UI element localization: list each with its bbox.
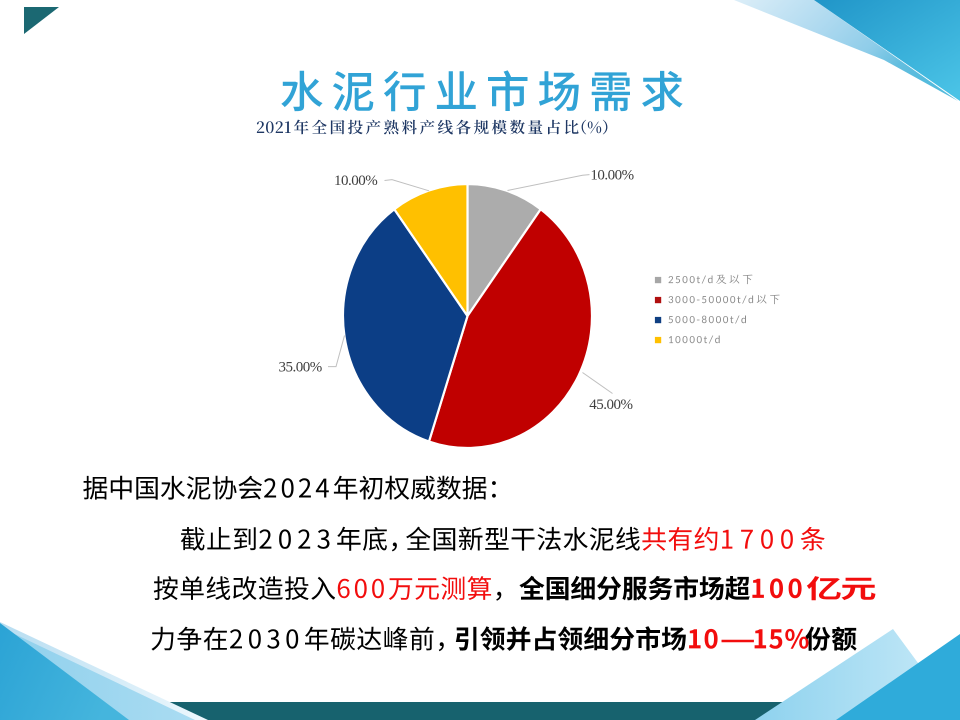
svg-text:35.00%: 35.00% [279,359,322,375]
svg-text:10.00%: 10.00% [590,167,633,183]
svg-text:45.00%: 45.00% [589,397,632,413]
svg-text:10.00%: 10.00% [334,173,377,189]
